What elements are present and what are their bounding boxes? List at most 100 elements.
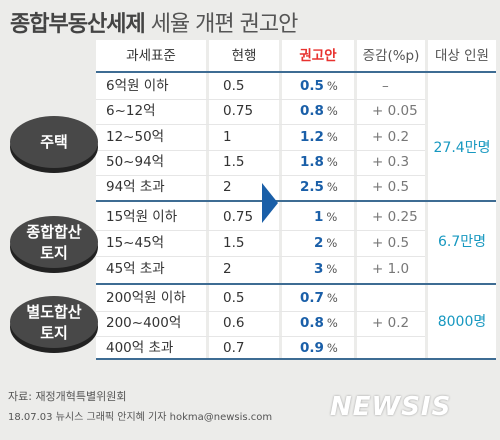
cell-tax-base: 15억원 이하	[106, 209, 178, 225]
badge-shape	[10, 116, 98, 173]
group-badge-separate-land: 별도합산 토지	[6, 292, 102, 356]
row-divider	[96, 99, 425, 100]
percent-sign: %	[326, 236, 338, 250]
cell-tax-base: 200~400억	[106, 315, 182, 331]
percent-sign: %	[326, 210, 338, 224]
cell-current: 1	[223, 129, 232, 145]
row-divider	[96, 124, 425, 125]
header-tax-base: 과세표준	[126, 48, 176, 64]
cell-recommended: 0.7%	[300, 287, 338, 309]
rec-value: 1	[314, 209, 324, 225]
cell-current: 0.75	[223, 103, 254, 119]
rate-table: 과세표준 현행 권고안 증감(%p) 대상 인원 6억원 이하 0.5 0.5%…	[96, 40, 496, 360]
badge-shape	[10, 296, 98, 353]
rec-value: 0.9	[300, 340, 324, 356]
title-light: 세율 개편 권고안	[150, 12, 299, 37]
cell-change: + 1.0	[372, 261, 410, 277]
cell-tax-base: 15~45억	[106, 235, 165, 251]
percent-sign: %	[326, 79, 338, 93]
rec-value: 3	[314, 261, 324, 277]
percent-sign: %	[326, 180, 338, 194]
rec-value: 0.8	[300, 315, 324, 331]
target-count-housing: 27.4만명	[433, 140, 491, 156]
cell-current: 0.7	[223, 340, 245, 356]
group-badge-aggregate-land: 종합합산 토지	[6, 212, 102, 276]
cell-change: + 0.3	[372, 154, 410, 170]
cell-change: + 0.05	[372, 103, 418, 119]
cell-current: 2	[223, 261, 232, 277]
badge-shape	[10, 216, 98, 273]
cell-current: 1.5	[223, 154, 245, 170]
header-recommended: 권고안	[299, 48, 337, 64]
cell-current: 2	[223, 179, 232, 195]
header-separator	[96, 71, 496, 73]
cell-change: + 0.2	[372, 315, 410, 331]
row-divider	[96, 256, 425, 257]
cell-recommended: 0.9%	[300, 337, 338, 359]
newsis-logo: NEWSIS	[330, 392, 452, 422]
percent-sign: %	[326, 155, 338, 169]
cell-change: + 0.5	[372, 179, 410, 195]
rec-value: 0.8	[300, 103, 324, 119]
cell-tax-base: 6억원 이하	[106, 78, 169, 94]
percent-sign: %	[326, 316, 338, 330]
rec-value: 1.2	[300, 129, 324, 145]
group-badge-housing: 주택	[6, 112, 102, 176]
cell-tax-base: 12~50억	[106, 129, 165, 145]
group-label: 종합합산	[26, 223, 82, 241]
rec-value: 2.5	[300, 179, 324, 195]
header-target: 대상 인원	[435, 48, 489, 64]
group-label: 별도합산	[26, 303, 82, 321]
target-count-separate-land: 8000명	[437, 314, 487, 330]
cell-recommended: 1%	[314, 206, 337, 228]
percent-sign: %	[326, 291, 338, 305]
group-separator	[96, 283, 496, 285]
cell-tax-base: 50~94억	[106, 154, 165, 170]
cell-current: 0.5	[223, 78, 245, 94]
cell-recommended: 2.5%	[300, 176, 338, 198]
cell-current: 0.75	[223, 209, 254, 225]
cell-recommended: 0.8%	[300, 312, 338, 334]
group-separator	[96, 200, 496, 202]
cell-recommended: 3%	[314, 258, 337, 280]
rec-value: 0.7	[300, 290, 324, 306]
cell-current: 1.5	[223, 235, 245, 251]
arrow-right-icon	[262, 183, 278, 223]
row-divider	[96, 311, 425, 312]
cell-change: + 0.25	[372, 209, 418, 225]
cell-tax-base: 6~12억	[106, 103, 156, 119]
cell-tax-base: 200억원 이하	[106, 290, 186, 306]
cell-tax-base: 400억 초과	[106, 340, 174, 356]
row-divider	[96, 230, 425, 231]
rec-value: 1.8	[300, 154, 324, 170]
source-note: 자료: 재정개혁특별위원회	[8, 390, 127, 403]
header-change: 증감(%p)	[362, 48, 420, 64]
credit-line: 18.07.03 뉴시스 그래픽 안지혜 기자 hokma@newsis.com	[8, 412, 273, 423]
cell-tax-base: 94억 초과	[106, 179, 165, 195]
percent-sign: %	[326, 262, 338, 276]
cell-recommended: 1.2%	[300, 126, 338, 148]
cell-change: –	[382, 78, 389, 94]
group-label: 토지	[40, 244, 68, 262]
rec-value: 0.5	[300, 78, 324, 94]
cell-recommended: 1.8%	[300, 151, 338, 173]
bottom-separator	[96, 358, 496, 360]
row-divider	[96, 175, 425, 176]
group-label: 토지	[40, 324, 68, 342]
cell-change: + 0.2	[372, 129, 410, 145]
cell-change: + 0.5	[372, 235, 410, 251]
rec-value: 2	[314, 235, 324, 251]
cell-recommended: 2%	[314, 232, 337, 254]
percent-sign: %	[326, 104, 338, 118]
cell-recommended: 0.5%	[300, 75, 338, 97]
target-count-aggregate-land: 6.7만명	[437, 234, 487, 250]
header-current: 현행	[231, 48, 257, 64]
percent-sign: %	[326, 341, 338, 355]
page-title: 종합부동산세제 세율 개편 권고안	[10, 6, 299, 38]
cell-current: 0.5	[223, 290, 245, 306]
cell-current: 0.6	[223, 315, 245, 331]
title-bold: 종합부동산세제	[10, 12, 146, 37]
row-divider	[96, 336, 425, 337]
group-label: 주택	[40, 133, 68, 151]
row-divider	[96, 150, 425, 151]
